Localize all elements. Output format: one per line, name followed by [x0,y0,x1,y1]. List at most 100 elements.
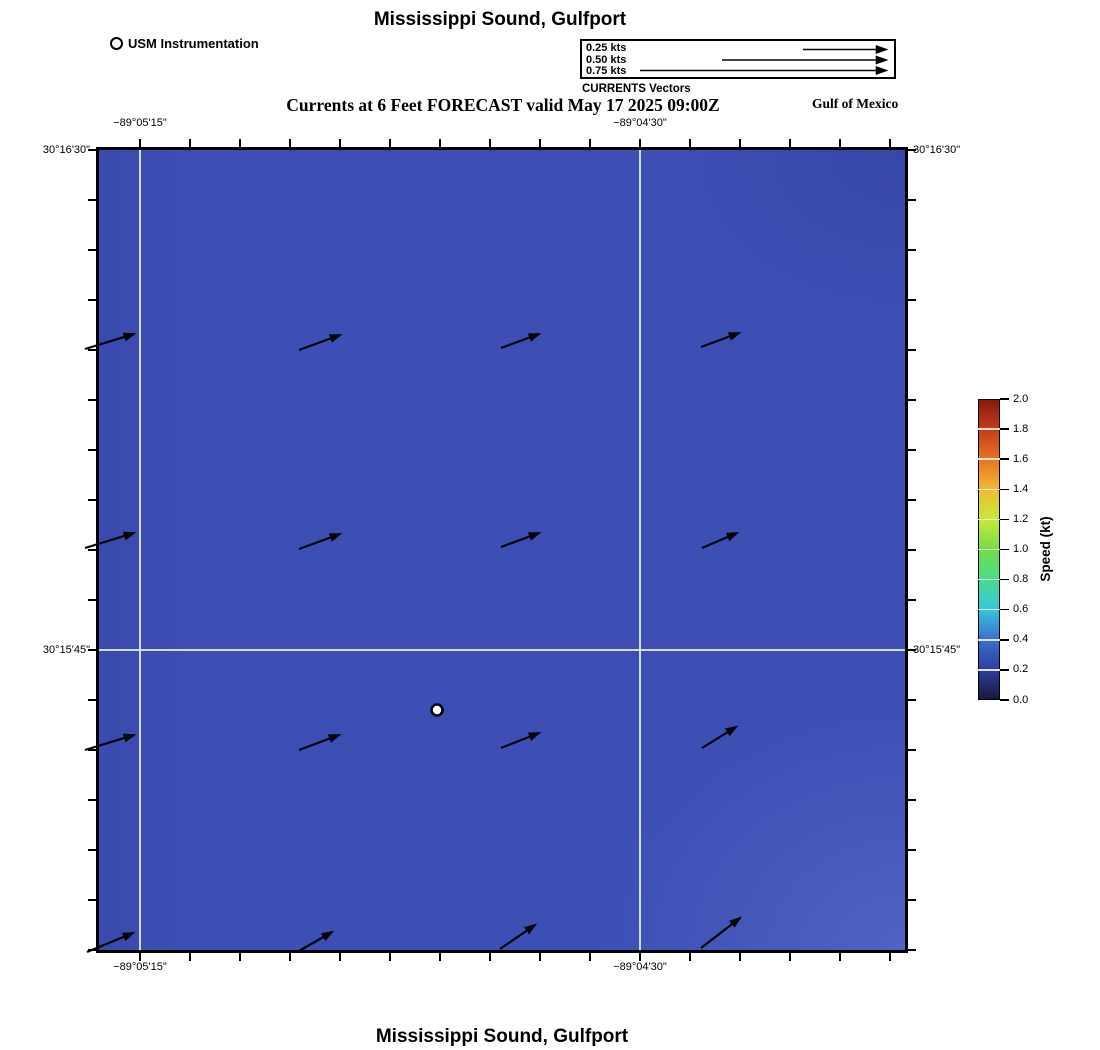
map-tick-right [908,949,916,951]
map-tick-right [908,799,916,801]
map-tick-right [908,749,916,751]
map-tick-bottom [839,953,841,961]
map-tick-left [88,549,96,551]
map-tick-left [88,849,96,851]
colorbar-tick [1000,518,1009,521]
lon-label-top-left: −89°05'15" [113,117,167,129]
vector-scale-labels: 0.25 kts 0.50 kts 0.75 kts [582,41,894,78]
map-tick-right [908,599,916,601]
map-tick-right [908,199,916,201]
map-tick-top [539,139,541,147]
map-tick-left [88,799,96,801]
map-tick-top [639,139,641,147]
map-plot-area [96,147,908,953]
colorbar-tick-label: 1.8 [1013,422,1029,435]
map-tick-bottom [139,953,141,961]
map-tick-bottom [339,953,341,961]
map-tick-right [908,299,916,301]
vector-scale-label-075: 0.75 kts [586,65,627,78]
colorbar-gridline [978,548,1000,551]
map-tick-top [839,139,841,147]
map-tick-top [739,139,741,147]
colorbar-tick-label: 0.2 [1013,663,1029,676]
figure-subtitle: Currents at 6 Feet FORECAST valid May 17… [286,95,720,115]
map-tick-top [589,139,591,147]
colorbar-gridline [978,488,1000,491]
figure-title-top: Mississippi Sound, Gulfport [373,9,627,30]
colorbar-tick-label: 2.0 [1013,392,1029,405]
map-tick-right [908,849,916,851]
map-tick-top [689,139,691,147]
colorbar-gridline [978,518,1000,521]
colorbar-axis-label: Speed (kt) [1038,516,1053,582]
colorbar-gridline [978,428,1000,430]
colorbar-gridline [978,639,1000,641]
map-tick-left [88,299,96,301]
figure-title-bottom: Mississippi Sound, Gulfport [375,1026,629,1047]
colorbar-gridline [978,608,1000,611]
lat-label-left-lower: 30°15'45" [42,644,90,656]
colorbar-tick-label: 1.0 [1013,543,1029,555]
map-tick-left [88,649,96,651]
station-legend: USM Instrumentation [110,36,259,51]
colorbar-gridline [978,578,1000,581]
lon-label-bottom-right: −89°04'30" [613,961,667,973]
map-tick-bottom [739,953,741,961]
map-tick-bottom [889,953,891,961]
map-tick-left [88,199,96,201]
map-tick-bottom [389,953,391,961]
map-tick-left [88,599,96,601]
colorbar-gridline [978,458,1000,460]
lat-label-left-upper: 30°16'30" [42,144,90,156]
map-tick-right [908,349,916,351]
map-tick-right [908,399,916,401]
colorbar-tick [1000,669,1009,671]
lat-label-right-upper: 30°16'30" [913,144,961,156]
map-tick-left [88,249,96,251]
colorbar-tick-label: 0.4 [1013,633,1029,646]
map-tick-right [908,149,916,151]
map-tick-right [908,649,916,651]
colorbar-tick [1000,699,1009,701]
map-tick-top [439,139,441,147]
colorbar-gridline [978,669,1000,671]
map-tick-bottom [189,953,191,961]
map-tick-left [88,449,96,451]
region-label: Gulf of Mexico [812,96,899,111]
map-tick-left [88,899,96,901]
map-tick-left [88,699,96,701]
colorbar-tick [1000,639,1009,641]
map-tick-top [339,139,341,147]
colorbar-tick-label: 0.0 [1013,693,1029,706]
map-tick-right [908,449,916,451]
colorbar-tick [1000,608,1009,611]
map-tick-bottom [589,953,591,961]
colorbar-tick-label: 0.6 [1013,603,1029,616]
station-marker-icon [110,37,123,50]
map-tick-left [88,499,96,501]
map-tick-bottom [239,953,241,961]
map-tick-bottom [539,953,541,961]
gridline-lon-890515 [139,150,141,950]
colorbar-tick-label: 0.8 [1013,573,1029,586]
map-tick-top [489,139,491,147]
map-tick-top [389,139,391,147]
map-tick-left [88,949,96,951]
map-tick-bottom [439,953,441,961]
map-tick-bottom [689,953,691,961]
map-tick-right [908,249,916,251]
map-tick-left [88,349,96,351]
gridline-lat-301545 [99,649,905,651]
colorbar-tick [1000,488,1009,491]
colorbar-tick [1000,578,1009,581]
gridline-lon-890430 [639,150,641,950]
map-tick-top [239,139,241,147]
map-tick-top [289,139,291,147]
colorbar-tick-label: 1.6 [1013,452,1029,465]
vector-scale-label-050: 0.50 kts [586,53,627,66]
colorbar-tick-label: 1.4 [1013,482,1029,495]
vector-scale-label-025: 0.25 kts [586,42,627,54]
map-tick-bottom [789,953,791,961]
map-tick-left [88,149,96,151]
